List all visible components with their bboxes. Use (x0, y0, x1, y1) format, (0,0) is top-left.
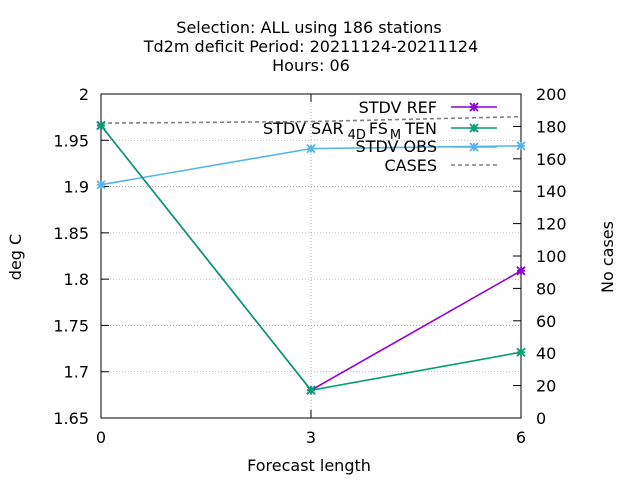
title-line-1: Selection: ALL using 186 stations (176, 18, 441, 37)
y2-tick-label: 140 (536, 182, 567, 201)
legend-label-cases: CASES (384, 156, 437, 175)
y2-tick-label: 20 (536, 377, 556, 396)
axes (100, 93, 522, 419)
legend-sar-part3: TEN (404, 119, 437, 138)
y2-tick-label: 0 (536, 409, 546, 428)
marker-x-2 (516, 141, 526, 151)
legend-marker-stdv-sar (469, 123, 479, 133)
legend-sar-sub2: M (390, 128, 401, 143)
marker-x-2 (516, 266, 526, 276)
legend-marker-stdv-obs (469, 142, 479, 152)
x-axis-label: Forecast length (247, 456, 371, 475)
y2-tick-label: 60 (536, 312, 556, 331)
legend-label-stdv-sar: STDV SAR 4D FS M TEN (263, 119, 437, 143)
y-tick-label: 2 (79, 85, 89, 104)
data-point-stdv-obs (516, 141, 526, 151)
legend-sar-sub1: 4D (348, 128, 366, 143)
grid-lines (101, 94, 521, 418)
y-tick-label: 1.9 (64, 178, 89, 197)
marker-x-2 (96, 180, 106, 190)
y2-tick-label: 200 (536, 85, 567, 104)
x-tick-label: 6 (516, 428, 526, 447)
legend: STDV REF STDV SAR 4D FS M TEN STDV OBS CASES (263, 98, 497, 175)
data-point-stdv-sar (306, 385, 316, 395)
marker-x-2 (96, 120, 106, 131)
marker-x-2 (469, 142, 479, 152)
series-line-cases (100, 115, 522, 124)
y2-tick-label: 100 (536, 247, 567, 266)
y2-tick-label: 80 (536, 279, 556, 298)
data-point-stdv-ref (516, 266, 526, 276)
data-point-stdv-sar (516, 347, 526, 357)
data-point-stdv-obs (306, 143, 316, 154)
y-tick-label: 1.8 (64, 270, 89, 289)
y-tick-label: 1.75 (53, 316, 89, 335)
y-tick-label: 1.65 (53, 409, 89, 428)
marker-x-2 (306, 143, 316, 154)
y2-tick-label: 120 (536, 215, 567, 234)
y-axis-label: deg C (6, 234, 25, 280)
legend-label-stdv-obs: STDV OBS (356, 137, 437, 156)
y-tick-label: 1.7 (64, 363, 89, 382)
y2-tick-label: 180 (536, 117, 567, 136)
legend-sar-part2: FS (369, 119, 388, 138)
y2-tick-label: 40 (536, 344, 556, 363)
data-point-stdv-obs (96, 180, 106, 190)
marker-x-2 (469, 123, 479, 133)
data-point-stdv-sar (96, 120, 106, 131)
tick-labels: 1.651.71.751.81.851.91.95202040608010012… (53, 85, 566, 447)
marker-x-2 (469, 102, 479, 112)
legend-label-stdv-ref: STDV REF (359, 98, 437, 117)
marker-x-2 (306, 385, 316, 395)
chart-title: Selection: ALL using 186 stations Td2m d… (143, 18, 478, 75)
y-tick-label: 1.95 (53, 131, 89, 150)
title-line-3: Hours: 06 (272, 56, 350, 75)
x-tick-label: 0 (96, 428, 106, 447)
marker-x-2 (516, 347, 526, 357)
y-tick-label: 1.85 (53, 224, 89, 243)
x-tick-label: 3 (306, 428, 316, 447)
legend-marker-stdv-ref (469, 102, 479, 112)
y2-axis-label: No cases (598, 221, 617, 293)
title-line-2: Td2m deficit Period: 20211124-20211124 (143, 37, 478, 56)
y2-tick-label: 160 (536, 150, 567, 169)
legend-sar-part1: STDV SAR (263, 119, 344, 138)
